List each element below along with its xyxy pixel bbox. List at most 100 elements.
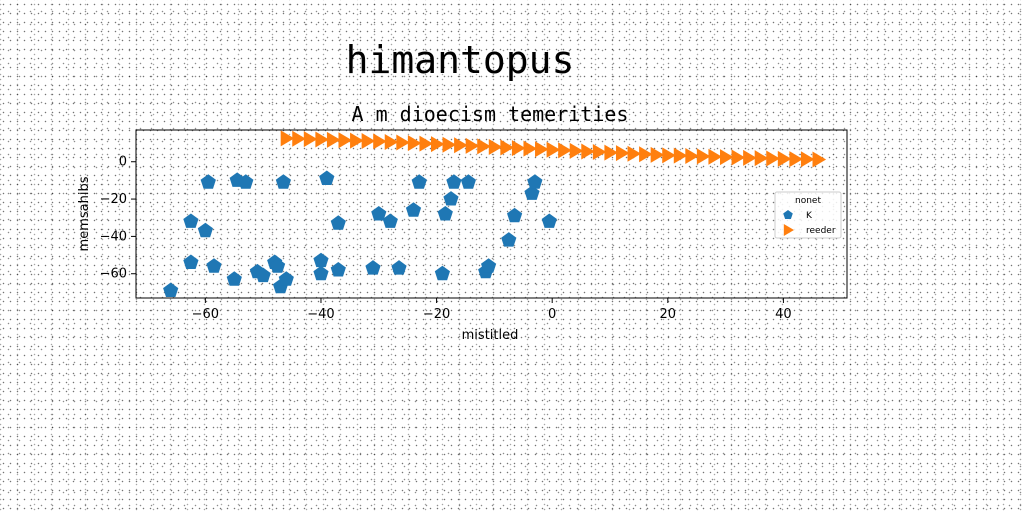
series-1-point-37: [708, 148, 723, 165]
legend-entry-1: reeder: [806, 226, 836, 236]
series-1-point-6: [350, 132, 364, 149]
x-tick-label-4: 20: [660, 307, 677, 322]
series-0-point-35: [507, 207, 523, 223]
series-0-point-12: [270, 258, 286, 273]
legend-marker-0: [783, 210, 793, 219]
series-0-point-4: [197, 222, 213, 238]
series-1-point-14: [442, 136, 457, 153]
series-0-point-8: [238, 174, 254, 189]
series-0-point-25: [405, 202, 422, 217]
series-1-point-3: [315, 131, 329, 148]
series-1-point-21: [523, 140, 538, 157]
y-tick-label-0: 0: [119, 155, 127, 170]
x-tick-label-3: 0: [548, 307, 556, 322]
legend-title: nonet: [795, 196, 821, 206]
series-0-point-6: [226, 271, 242, 286]
series-0-point-14: [275, 174, 291, 189]
series-1-point-12: [419, 135, 434, 152]
series-0-point-17: [313, 252, 329, 268]
series-1-point-42: [766, 150, 780, 167]
series-1-point-17: [477, 138, 491, 155]
series-1-point-19: [500, 139, 514, 156]
series-0-point-22: [371, 206, 387, 221]
series-1-point-36: [696, 148, 711, 165]
series-1-point-22: [535, 141, 549, 158]
series-0-point-19: [330, 215, 346, 230]
series-1-point-28: [604, 144, 618, 161]
series-1-point-10: [396, 134, 410, 151]
series-1-point-24: [558, 142, 572, 159]
series-0-point-5: [206, 258, 222, 273]
series-1-point-9: [384, 133, 399, 150]
series-0-point-2: [183, 213, 199, 228]
series-1-point-20: [511, 140, 526, 157]
series-1-point-44: [789, 151, 803, 168]
series-0-point-21: [365, 260, 381, 275]
series-1-point-31: [639, 146, 653, 163]
series-1-point-2: [303, 131, 318, 148]
series-0-point-20: [330, 262, 346, 277]
legend-entry-0: K: [806, 211, 813, 221]
series-0-point-28: [437, 206, 453, 221]
series-1-point-5: [338, 132, 353, 149]
series-0-point-34: [501, 232, 517, 247]
series-0-point-26: [411, 174, 427, 189]
series-1-point-41: [754, 150, 769, 167]
series-1-point-16: [465, 137, 480, 154]
series-1-point-40: [743, 149, 757, 166]
series-1-point-29: [615, 145, 630, 162]
series-0-point-18: [319, 170, 335, 185]
x-axis-label: mistitled: [462, 328, 519, 343]
series-1-point-7: [361, 133, 376, 150]
series-0-point-10: [255, 267, 271, 283]
series-1-point-11: [407, 135, 422, 152]
series-1-point-1: [292, 130, 306, 147]
series-1-point-0: [280, 130, 295, 147]
series-1-point-34: [673, 147, 688, 164]
y-axis-label: memsahibs: [77, 176, 92, 251]
series-0-point-15: [278, 271, 294, 286]
series-0-point-24: [391, 260, 407, 275]
series-1-point-30: [627, 145, 642, 162]
series-1-point-13: [430, 136, 445, 153]
series-1-point-46: [812, 151, 827, 168]
legend-box: [774, 191, 842, 239]
x-tick-label-0: −60: [192, 307, 219, 322]
figure-suptitle: himantopus: [345, 38, 575, 82]
series-1-point-8: [373, 133, 387, 150]
series-0-point-38: [541, 213, 557, 228]
x-tick-label-5: 40: [775, 307, 792, 322]
y-tick-label-1: −20: [100, 192, 127, 207]
series-1-point-25: [569, 142, 584, 159]
ticks-layer: −60 −40 −20 0 20 40 0 −20 −40 −60: [100, 155, 792, 322]
series-1-point-23: [546, 141, 561, 158]
series-0-point-37: [527, 174, 543, 189]
y-tick-label-2: −40: [100, 229, 127, 244]
series-0-point-3: [200, 174, 216, 189]
series-1-point-33: [662, 147, 676, 164]
series-1-point-27: [592, 144, 607, 161]
plot-layer: [163, 130, 827, 297]
legend-marker-1: [783, 224, 794, 236]
x-tick-label-2: −20: [423, 307, 450, 322]
series-1-point-43: [777, 150, 792, 167]
series-0-point-27: [434, 265, 450, 281]
series-0-point-36: [524, 185, 540, 200]
series-0-point-0: [163, 282, 179, 297]
series-1-point-38: [720, 149, 734, 166]
series-0-point-30: [446, 174, 462, 189]
series-1-point-32: [650, 146, 665, 163]
series-0-point-23: [382, 213, 398, 228]
series-1-point-39: [731, 149, 746, 166]
series-1-point-26: [581, 143, 595, 160]
series-0-point-1: [183, 254, 199, 269]
series-0-point-33: [481, 258, 497, 273]
series-0-point-16: [313, 265, 329, 281]
series-1-point-4: [326, 131, 341, 148]
series-1-point-15: [454, 137, 468, 154]
y-tick-label-3: −60: [100, 267, 127, 282]
chart-title: A m dioecism temerities: [352, 102, 629, 126]
series-1-point-18: [488, 138, 503, 155]
